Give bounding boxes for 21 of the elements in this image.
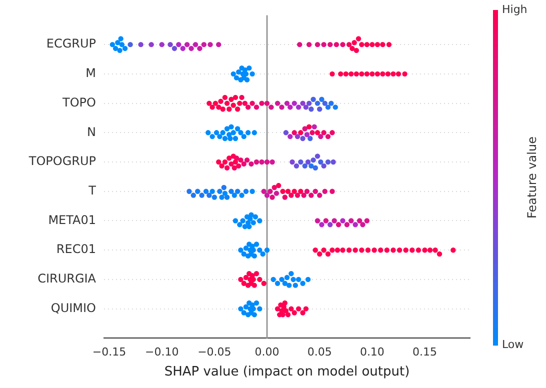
y-tick-label: META01: [48, 212, 96, 227]
color-bar-label: Low: [502, 338, 524, 351]
y-tick-label: QUIMIO: [50, 300, 96, 315]
x-axis-title: SHAP value (impact on model output): [164, 364, 410, 380]
color-bar-title: Feature value: [525, 136, 540, 218]
x-tick-label: 0.00: [254, 346, 280, 359]
y-tick-label: T: [88, 184, 97, 198]
x-tick-label: −0.10: [144, 346, 179, 359]
y-tick-label: ECGRUP: [46, 36, 96, 51]
x-tick-label: −0.05: [198, 346, 232, 359]
x-tick-label: −0.15: [92, 346, 126, 359]
y-tick-label: CIRURGIA: [38, 272, 97, 286]
y-tick-label: TOPO: [62, 95, 96, 110]
y-tick-label: N: [87, 124, 96, 139]
color-bar-label: High: [502, 2, 528, 16]
y-tick-label: TOPOGRUP: [28, 154, 96, 168]
x-tick-label: 0.05: [307, 346, 332, 359]
y-tick-label: REC01: [56, 242, 96, 256]
x-tick-label: 0.10: [360, 346, 384, 359]
x-tick-label: 0.15: [412, 346, 438, 359]
y-tick-label: M: [86, 66, 96, 80]
